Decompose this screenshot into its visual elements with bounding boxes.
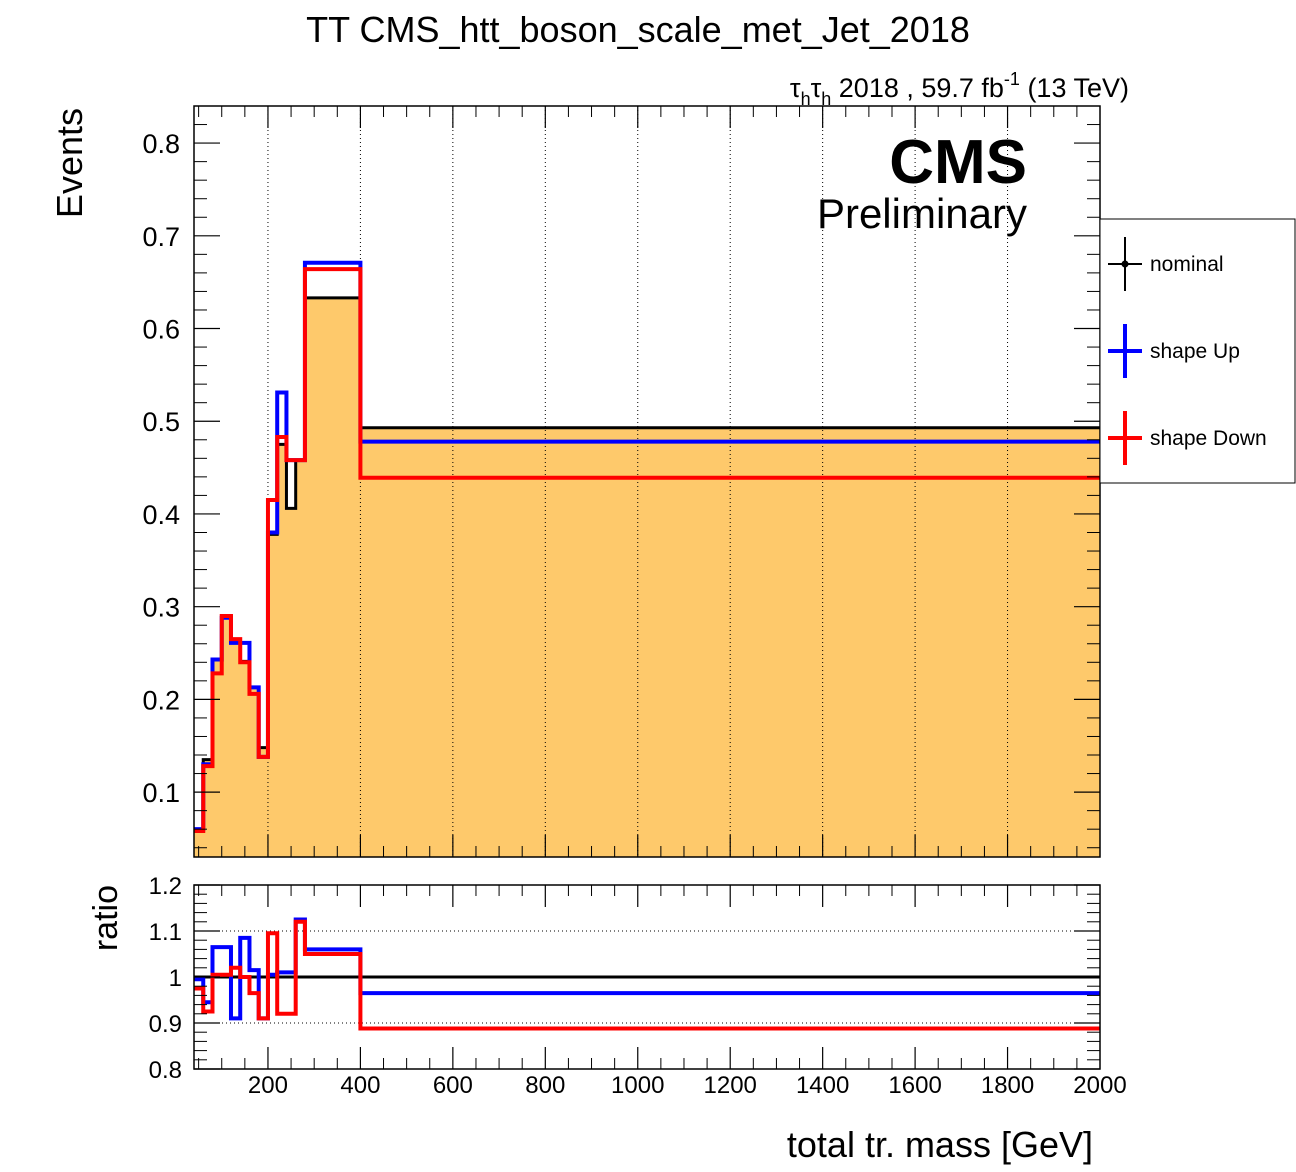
legend-label: nominal [1150,253,1224,276]
ratio-y-tick-label: 1.2 [149,873,182,900]
y-tick-label: 0.8 [142,129,180,159]
x-tick-label: 2000 [1073,1072,1126,1099]
x-tick-label: 200 [248,1072,288,1099]
subtitle-sub-1: h [801,89,811,109]
y-tick-label: 0.7 [142,222,180,252]
legend-entry-shape-up: shape Up [1108,324,1240,378]
legend-entry-nominal: nominal [1108,237,1224,291]
y-axis-label: Events [49,108,90,218]
ratio-series-shape-down [194,919,1100,1031]
x-tick-label: 1000 [611,1072,664,1099]
y-tick-label: 0.2 [142,685,180,715]
series-shape-down [194,267,1100,834]
y-tick-label: 0.6 [142,315,180,345]
legend-entry-shape-down: shape Down [1108,411,1267,465]
nominal-fill [194,297,1100,857]
x-tick-label: 1400 [796,1072,849,1099]
subtitle-energy: (13 TeV) [1020,73,1129,103]
x-tick-label: 1600 [888,1072,941,1099]
chart-subtitle: τhτh 2018 , 59.7 fb-1 (13 TeV) [790,69,1129,109]
ratio-y-tick-label: 1 [169,965,182,992]
subtitle-tau-2: τ [811,73,822,103]
x-tick-label: 1800 [981,1072,1034,1099]
legend: nominal shape Up shape Down [1099,218,1296,484]
ratio-y-tick-label: 0.9 [149,1011,182,1038]
cms-label: CMS [889,128,1027,197]
x-tick-label: 800 [525,1072,565,1099]
ratio-series-shape-up [194,917,1100,1021]
main-plot: 0.1 0.2 0.3 0.4 0.5 0.6 0.7 0.8 [142,105,1101,858]
subtitle-tau-1: τ [790,73,801,103]
x-tick-label: 400 [340,1072,380,1099]
y-tick-label: 0.5 [142,407,180,437]
legend-label: shape Up [1150,340,1240,363]
subtitle-lumi: 2018 , 59.7 fb [831,73,1004,103]
y-tick-label: 0.3 [142,593,180,623]
x-axis-label: total tr. mass [GeV] [787,1124,1093,1165]
y-tick-label: 0.4 [142,500,180,530]
subtitle-sub-2: h [821,89,831,109]
ratio-y-tick-label: 1.1 [149,919,182,946]
ratio-y-tick-label: 0.8 [149,1057,182,1084]
ratio-plot: 0.8 0.9 1 1.1 1.2 200 400 600 800 1000 1200 1400 160… [149,873,1127,1099]
legend-marker-dot [1121,260,1129,268]
cms-sublabel: Preliminary [817,190,1027,237]
legend-label: shape Down [1150,427,1267,450]
x-tick-label: 1200 [704,1072,757,1099]
y-tick-label: 0.1 [142,778,180,808]
ratio-axis-label: ratio [87,885,125,951]
chart-title: TT CMS_htt_boson_scale_met_Jet_2018 [306,9,970,50]
subtitle-sup: -1 [1004,69,1020,89]
x-tick-label: 600 [433,1072,473,1099]
